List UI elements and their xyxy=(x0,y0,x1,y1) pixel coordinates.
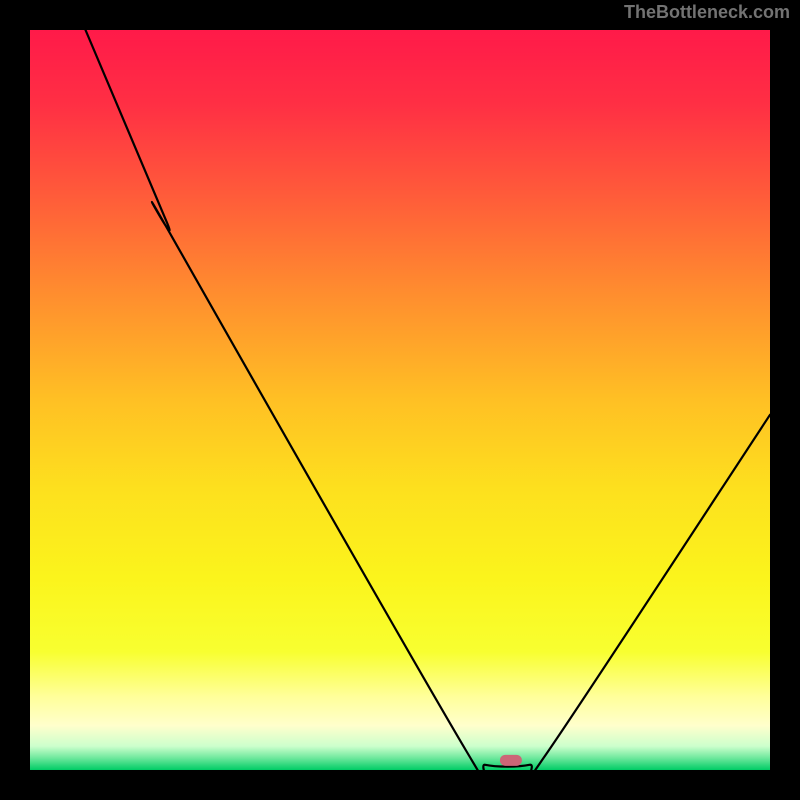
bottleneck-curve-path xyxy=(86,30,771,770)
chart-canvas: TheBottleneck.com xyxy=(0,0,800,800)
minimum-marker xyxy=(500,755,522,765)
plot-area xyxy=(30,30,770,770)
attribution-text: TheBottleneck.com xyxy=(624,2,790,23)
bottleneck-curve xyxy=(30,30,770,770)
